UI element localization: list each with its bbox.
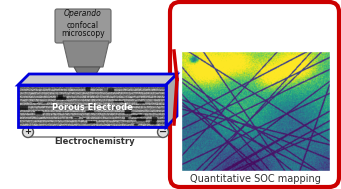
Polygon shape	[63, 41, 109, 67]
Text: confocal: confocal	[67, 22, 99, 30]
Polygon shape	[18, 74, 177, 85]
Circle shape	[23, 126, 33, 138]
FancyBboxPatch shape	[77, 75, 97, 82]
Text: microscopy: microscopy	[61, 29, 105, 39]
Bar	[181, 51, 330, 171]
Polygon shape	[166, 74, 177, 127]
Polygon shape	[74, 67, 100, 76]
Bar	[18, 85, 166, 127]
Circle shape	[158, 126, 168, 138]
Text: +: +	[25, 128, 31, 136]
Text: Porous Electrode: Porous Electrode	[51, 104, 132, 112]
Text: Quantitative SOC mapping: Quantitative SOC mapping	[190, 174, 321, 184]
Text: −: −	[159, 127, 167, 137]
Text: Electrochemistry: Electrochemistry	[55, 138, 135, 146]
Text: Operando: Operando	[64, 9, 102, 18]
FancyBboxPatch shape	[55, 9, 111, 43]
FancyBboxPatch shape	[170, 2, 339, 187]
